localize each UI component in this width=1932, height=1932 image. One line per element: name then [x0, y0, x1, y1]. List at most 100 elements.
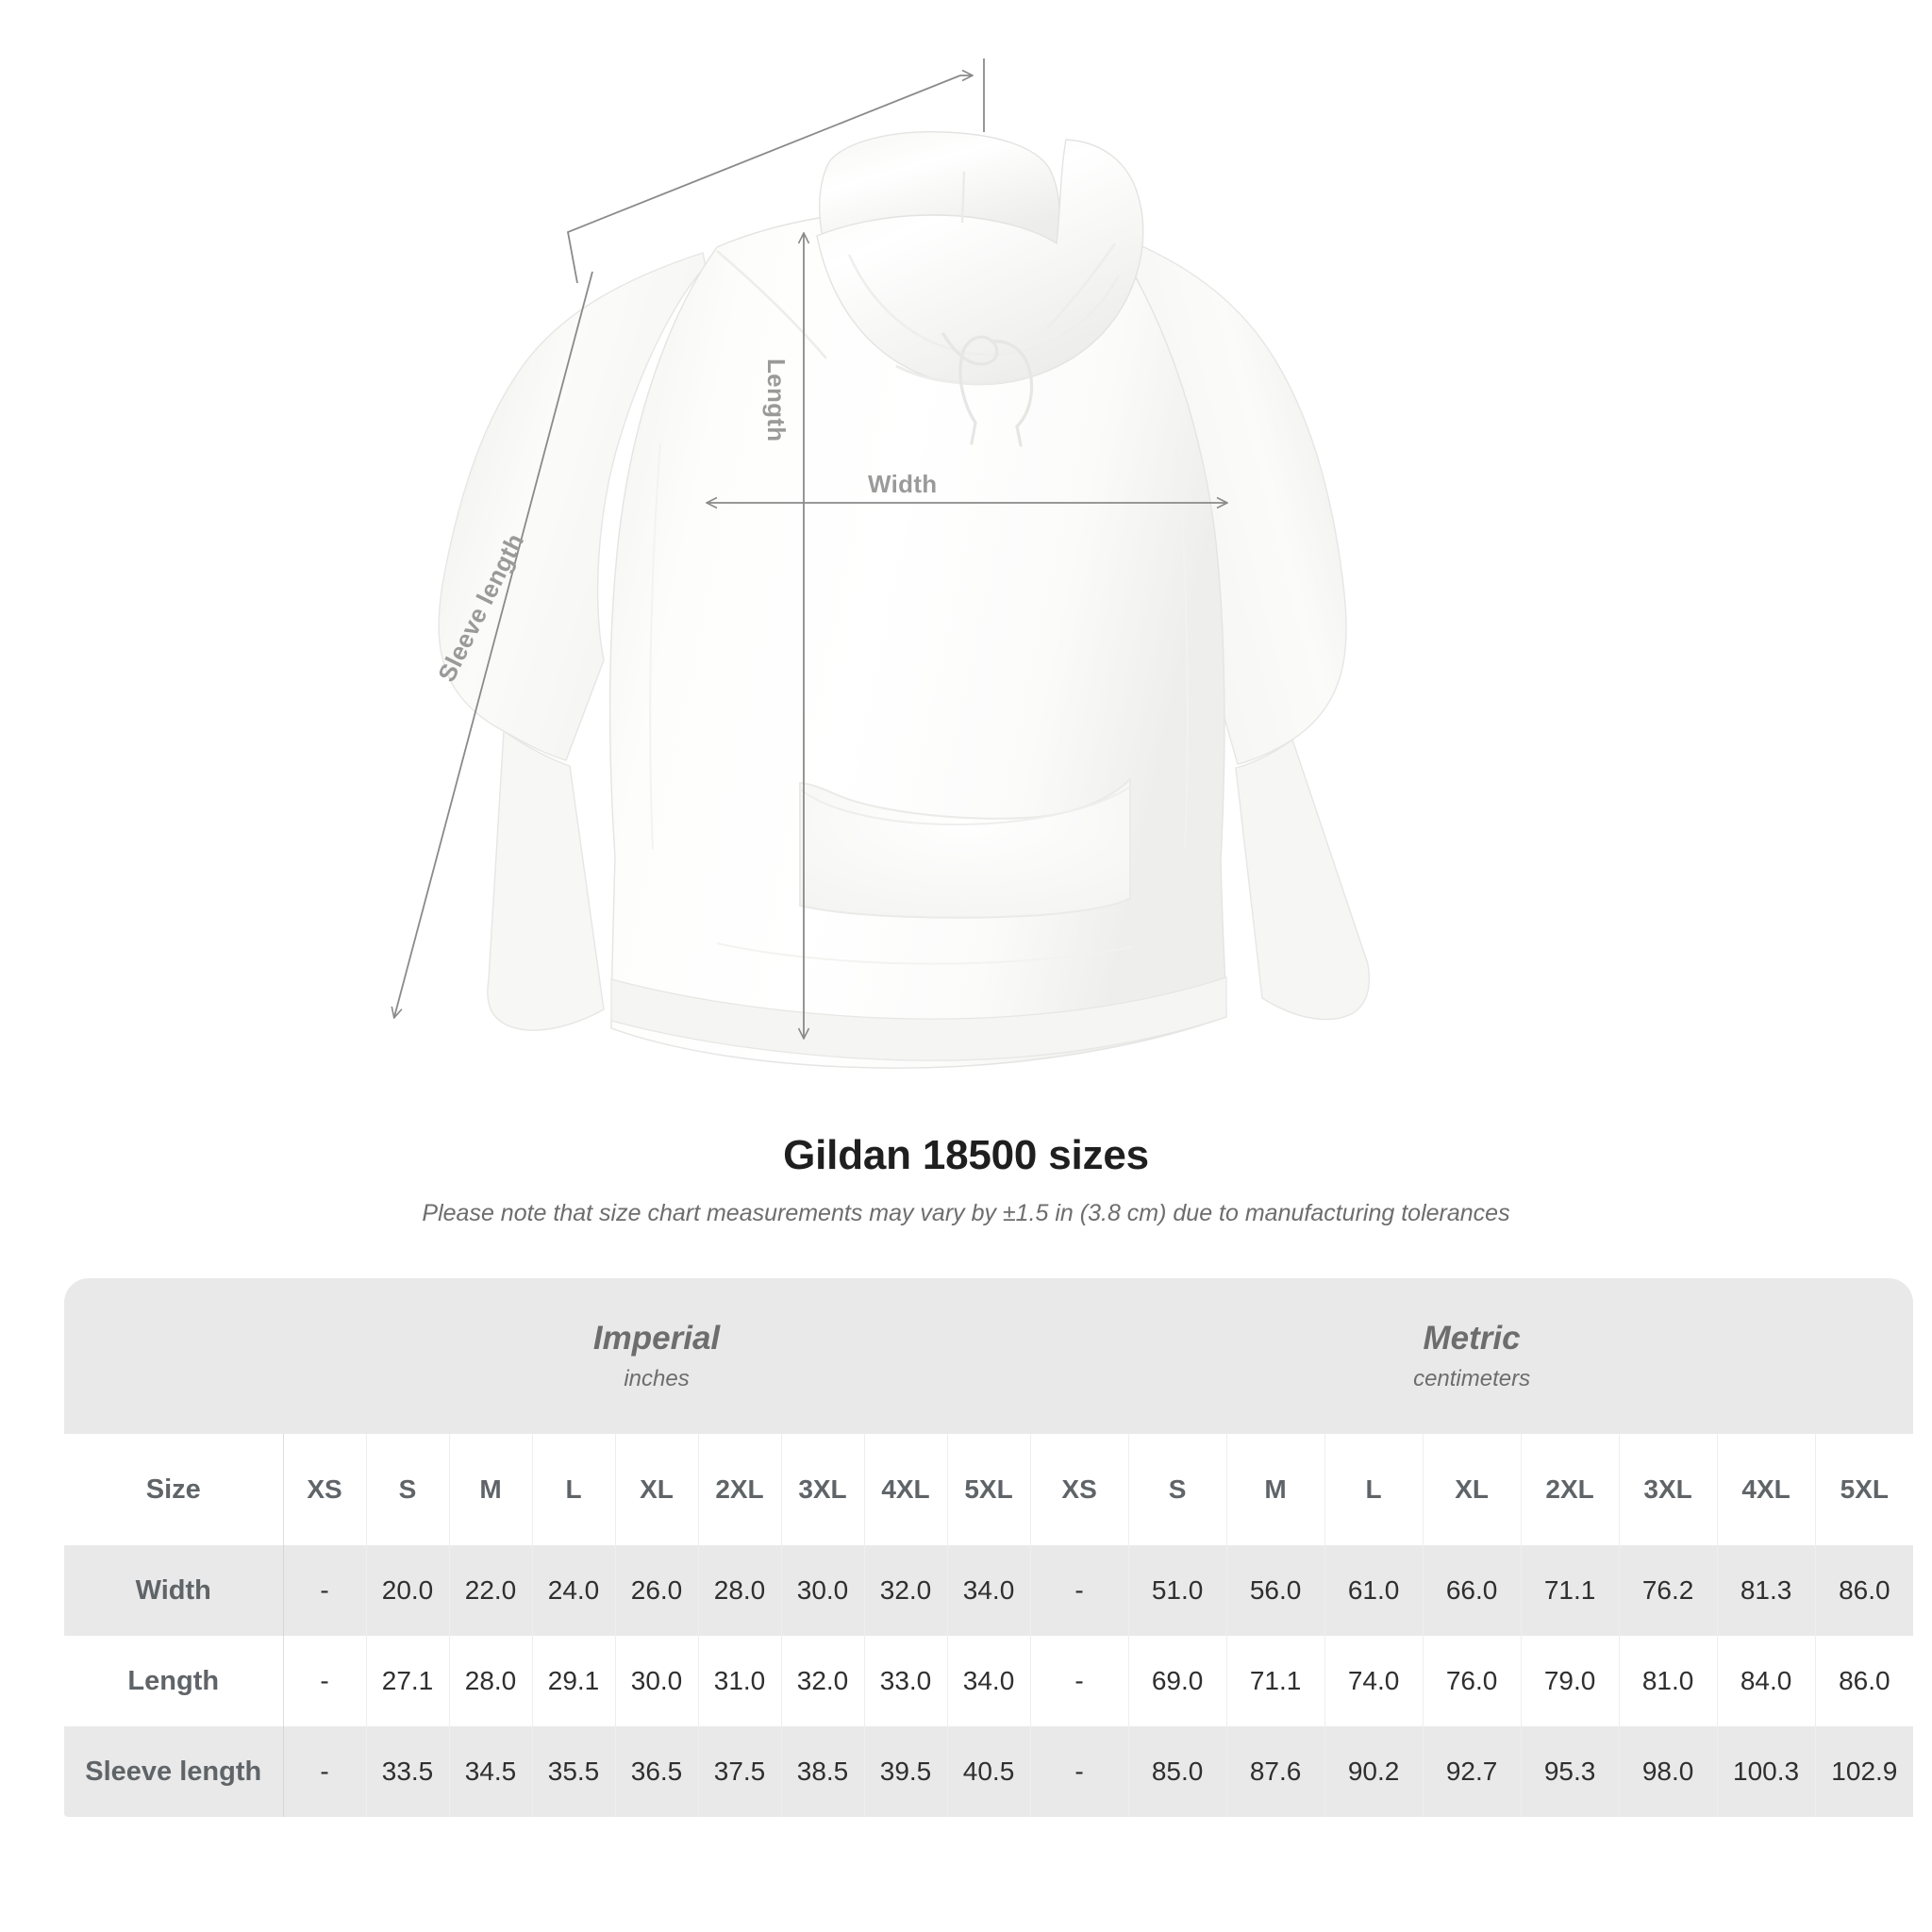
size-header-metric-xl: XL [1423, 1434, 1522, 1545]
title-block: Gildan 18500 sizes Please note that size… [0, 1132, 1932, 1227]
shoulder-leader-line [566, 75, 972, 284]
size-header-metric-m: M [1226, 1434, 1325, 1545]
cell-sleeve-imperial-2xl: 37.5 [698, 1726, 782, 1817]
cell-length-imperial-m: 28.0 [449, 1636, 533, 1726]
right-cuff [1235, 738, 1371, 1021]
cell-sleeve-imperial-xs: - [283, 1726, 367, 1817]
cell-width-metric-4xl: 81.3 [1717, 1545, 1816, 1636]
row-label-sleeve-length: Sleeve length [64, 1726, 284, 1817]
cell-sleeve-metric-5xl: 102.9 [1815, 1726, 1914, 1817]
cell-length-imperial-l: 29.1 [532, 1636, 616, 1726]
drawstrings [941, 332, 1034, 447]
cell-length-imperial-2xl: 31.0 [698, 1636, 782, 1726]
hoodie-garment [438, 131, 1371, 1069]
size-header-metric-4xl: 4XL [1717, 1434, 1816, 1545]
cell-width-metric-xs: - [1029, 1545, 1129, 1636]
kangaroo-pocket [799, 776, 1131, 919]
cell-length-metric-3xl: 81.0 [1619, 1636, 1718, 1726]
size-header-row: Size XS S M L XL 2XL 3XL 4XL 5XL XS S M … [64, 1434, 1914, 1545]
unit-imperial-name: Imperial [592, 1320, 721, 1357]
row-label-length: Length [64, 1636, 284, 1726]
left-cuff [487, 729, 605, 1031]
size-header-imperial-5xl: 5XL [947, 1434, 1031, 1545]
page-title: Gildan 18500 sizes [783, 1132, 1149, 1178]
cell-width-imperial-s: 20.0 [366, 1545, 450, 1636]
cell-length-imperial-5xl: 34.0 [947, 1636, 1031, 1726]
size-header-imperial-xl: XL [615, 1434, 699, 1545]
unit-imperial-sub: inches [624, 1365, 690, 1391]
cell-width-metric-l: 61.0 [1324, 1545, 1424, 1636]
hood-inner-edge [847, 254, 1121, 357]
cell-width-imperial-2xl: 28.0 [698, 1545, 782, 1636]
cell-sleeve-imperial-3xl: 38.5 [781, 1726, 865, 1817]
cell-width-imperial-3xl: 30.0 [781, 1545, 865, 1636]
cell-width-imperial-m: 22.0 [449, 1545, 533, 1636]
right-shoulder-seam [1046, 242, 1117, 329]
size-header-imperial-3xl: 3XL [781, 1434, 865, 1545]
unit-metric-name: Metric [1423, 1320, 1521, 1357]
length-annotation-label: Length [762, 358, 791, 442]
cell-length-imperial-3xl: 32.0 [781, 1636, 865, 1726]
size-table: Imperial inches Metric centimeters Size … [64, 1278, 1914, 1817]
size-header-metric-2xl: 2XL [1521, 1434, 1620, 1545]
cell-sleeve-metric-m: 87.6 [1226, 1726, 1325, 1817]
cell-sleeve-imperial-xl: 36.5 [615, 1726, 699, 1817]
hood-center-seam [960, 171, 966, 224]
cell-width-metric-5xl: 86.0 [1815, 1545, 1914, 1636]
measurement-annotations [394, 58, 1226, 1038]
cell-length-metric-s: 69.0 [1128, 1636, 1227, 1726]
cell-length-imperial-xs: - [283, 1636, 367, 1726]
cell-sleeve-metric-xl: 92.7 [1423, 1726, 1522, 1817]
cell-sleeve-imperial-s: 33.5 [366, 1726, 450, 1817]
cell-length-metric-m: 71.1 [1226, 1636, 1325, 1726]
cell-sleeve-imperial-5xl: 40.5 [947, 1726, 1031, 1817]
size-table-container: Imperial inches Metric centimeters Size … [64, 1278, 1914, 1817]
cell-sleeve-imperial-m: 34.5 [449, 1726, 533, 1817]
cell-length-metric-l: 74.0 [1324, 1636, 1424, 1726]
cell-width-imperial-4xl: 32.0 [864, 1545, 948, 1636]
size-header-metric-3xl: 3XL [1619, 1434, 1718, 1545]
cell-width-metric-m: 56.0 [1226, 1545, 1325, 1636]
unit-banner-spacer [64, 1278, 283, 1434]
cell-length-metric-xl: 76.0 [1423, 1636, 1522, 1726]
cell-sleeve-metric-2xl: 95.3 [1521, 1726, 1620, 1817]
unit-metric-sub: centimeters [1413, 1365, 1531, 1391]
cell-width-imperial-l: 24.0 [532, 1545, 616, 1636]
unit-banner-metric: Metric centimeters [1030, 1278, 1914, 1434]
size-header-metric-5xl: 5XL [1815, 1434, 1914, 1545]
size-header-imperial-m: M [449, 1434, 533, 1545]
fabric-folds [649, 442, 1189, 965]
unit-banner-imperial: Imperial inches [283, 1278, 1031, 1434]
pocket-top-seam [799, 786, 1131, 826]
cell-sleeve-imperial-4xl: 39.5 [864, 1726, 948, 1817]
unit-banner-row: Imperial inches Metric centimeters [64, 1278, 1914, 1434]
cell-sleeve-metric-s: 85.0 [1128, 1726, 1227, 1817]
hoodie-illustration [0, 58, 1371, 1069]
cell-sleeve-metric-l: 90.2 [1324, 1726, 1424, 1817]
cell-length-metric-4xl: 84.0 [1717, 1636, 1816, 1726]
cell-sleeve-metric-xs: - [1029, 1726, 1129, 1817]
cell-width-metric-xl: 66.0 [1423, 1545, 1522, 1636]
bottom-hem [610, 976, 1227, 1061]
size-header-label: Size [64, 1434, 284, 1545]
size-header-imperial-2xl: 2XL [698, 1434, 782, 1545]
size-header-imperial-s: S [366, 1434, 450, 1545]
cell-width-metric-2xl: 71.1 [1521, 1545, 1620, 1636]
size-header-imperial-4xl: 4XL [864, 1434, 948, 1545]
size-header-metric-xs: XS [1029, 1434, 1129, 1545]
table-row-width: Width - 20.0 22.0 24.0 26.0 28.0 30.0 32… [64, 1545, 1914, 1636]
left-sleeve [438, 252, 707, 761]
cell-sleeve-metric-3xl: 98.0 [1619, 1726, 1718, 1817]
size-header-metric-s: S [1128, 1434, 1227, 1545]
cell-width-imperial-5xl: 34.0 [947, 1545, 1031, 1636]
row-label-width: Width [64, 1545, 284, 1636]
hoodie-diagram: Length Width Sleeve length [0, 58, 1371, 1069]
left-shoulder-seam [716, 250, 827, 359]
size-header-imperial-xs: XS [283, 1434, 367, 1545]
cell-width-imperial-xl: 26.0 [615, 1545, 699, 1636]
cell-length-metric-2xl: 79.0 [1521, 1636, 1620, 1726]
cell-length-imperial-4xl: 33.0 [864, 1636, 948, 1726]
sleeve-length-arrow [394, 271, 593, 1017]
cell-length-metric-5xl: 86.0 [1815, 1636, 1914, 1726]
